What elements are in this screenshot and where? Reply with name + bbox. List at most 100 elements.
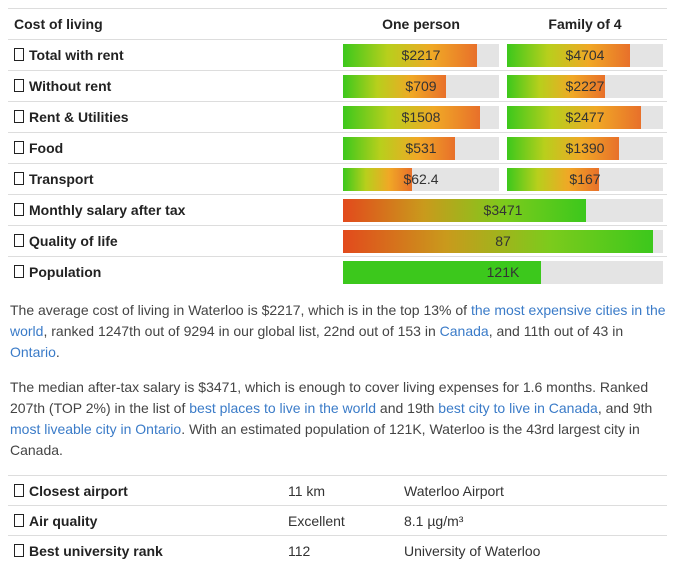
bar-fill bbox=[343, 261, 542, 284]
bar-fill bbox=[507, 44, 631, 67]
bar-value: $2227 bbox=[565, 78, 605, 94]
bar-track: 121K bbox=[343, 261, 663, 284]
icon bbox=[14, 203, 24, 216]
bar-track: $2217 bbox=[343, 44, 499, 67]
text: , ranked 1247th out of 9294 in our globa… bbox=[43, 323, 440, 339]
bar-value: $709 bbox=[405, 78, 437, 94]
bar-fill bbox=[507, 168, 600, 191]
icon bbox=[14, 48, 24, 61]
text: . bbox=[55, 344, 60, 360]
header-col: One person bbox=[382, 16, 460, 32]
cost-row: Without rent $709 $2227 bbox=[8, 70, 667, 102]
bar-value: $1390 bbox=[565, 140, 605, 156]
fact-row: Closest airport 11 km Waterloo Airport bbox=[8, 475, 667, 506]
row-label: Population bbox=[14, 264, 101, 280]
bar-value: $4704 bbox=[565, 47, 605, 63]
bar-fill bbox=[343, 106, 481, 129]
cost-row: Total with rent $2217 $4704 bbox=[8, 39, 667, 71]
row-label: Rent & Utilities bbox=[14, 109, 129, 125]
bar-value: 87 bbox=[495, 233, 511, 249]
row-label-text: Monthly salary after tax bbox=[29, 202, 186, 218]
cost-row: Quality of life 87 bbox=[8, 225, 667, 257]
link[interactable]: Canada bbox=[439, 323, 489, 339]
bar-fill bbox=[343, 230, 654, 253]
row-label: Food bbox=[14, 140, 63, 156]
cost-row: Population 121K bbox=[8, 256, 667, 288]
fact-value: Excellent bbox=[288, 513, 345, 529]
bar-track: $531 bbox=[343, 137, 499, 160]
bar-track: $4704 bbox=[507, 44, 663, 67]
fact-detail: University of Waterloo bbox=[404, 543, 541, 559]
header-col: Family of 4 bbox=[548, 16, 622, 32]
paragraph: The median after-tax salary is $3471, wh… bbox=[10, 377, 672, 461]
cost-row: Monthly salary after tax $3471 bbox=[8, 194, 667, 226]
link[interactable]: Ontario bbox=[10, 344, 56, 360]
row-label-text: Total with rent bbox=[29, 47, 124, 63]
fact-detail: 8.1 µg/m³ bbox=[404, 513, 464, 529]
icon bbox=[14, 234, 24, 247]
text: , and 11th out of 43 in bbox=[488, 323, 624, 339]
fact-label-text: Air quality bbox=[29, 513, 98, 529]
bar-track: $3471 bbox=[343, 199, 663, 222]
row-label: Monthly salary after tax bbox=[14, 202, 185, 218]
fact-value: 11 km bbox=[288, 483, 326, 499]
fact-label: Air quality bbox=[14, 513, 97, 529]
bar-value: $2477 bbox=[565, 109, 605, 125]
icon bbox=[14, 141, 24, 154]
row-label-text: Rent & Utilities bbox=[29, 109, 129, 125]
icon bbox=[14, 110, 24, 123]
cost-row: Rent & Utilities $1508 $2477 bbox=[8, 101, 667, 133]
bar-track: $1508 bbox=[343, 106, 499, 129]
row-label: Quality of life bbox=[14, 233, 118, 249]
paragraph: The average cost of living in Waterloo i… bbox=[10, 300, 672, 363]
fact-label-text: Closest airport bbox=[29, 483, 128, 499]
header-label: Cost of living bbox=[14, 16, 103, 32]
icon bbox=[14, 484, 24, 497]
bar-track: $2477 bbox=[507, 106, 663, 129]
link[interactable]: best city to live in Canada bbox=[438, 400, 598, 416]
bar-value: $167 bbox=[569, 171, 601, 187]
bar-track: $167 bbox=[507, 168, 663, 191]
bar-value: $1508 bbox=[401, 109, 441, 125]
text: . With an estimated population of 121K, … bbox=[10, 421, 640, 458]
row-label-text: Quality of life bbox=[29, 233, 118, 249]
bar-track: $1390 bbox=[507, 137, 663, 160]
link[interactable]: the most expensive cities in the world bbox=[10, 302, 666, 339]
row-label-text: Transport bbox=[29, 171, 94, 187]
row-label-text: Without rent bbox=[29, 78, 112, 94]
text: and 19th bbox=[376, 400, 439, 416]
bar-fill bbox=[343, 75, 446, 98]
row-label: Transport bbox=[14, 171, 94, 187]
cost-row: Food $531 $1390 bbox=[8, 132, 667, 164]
bar-track: $62.4 bbox=[343, 168, 499, 191]
bar-fill bbox=[507, 137, 620, 160]
fact-label: Best university rank bbox=[14, 543, 163, 559]
text: The median after-tax salary is $3471, wh… bbox=[10, 379, 649, 416]
icon bbox=[14, 514, 24, 527]
bar-track: $2227 bbox=[507, 75, 663, 98]
row-label: Without rent bbox=[14, 78, 111, 94]
bar-value: 121K bbox=[486, 264, 520, 280]
fact-detail: Waterloo Airport bbox=[404, 483, 504, 499]
bar-value: $3471 bbox=[483, 202, 523, 218]
link[interactable]: most liveable city in Ontario bbox=[10, 421, 182, 437]
cost-row: Transport $62.4 $167 bbox=[8, 163, 667, 195]
fact-row: Best university rank 112 University of Wat… bbox=[8, 535, 667, 566]
bar-fill bbox=[343, 199, 587, 222]
bar-fill bbox=[507, 106, 642, 129]
bar-fill bbox=[343, 168, 412, 191]
row-label: Total with rent bbox=[14, 47, 124, 63]
row-label-text: Food bbox=[29, 140, 64, 156]
icon bbox=[14, 79, 24, 92]
bar-track: 87 bbox=[343, 230, 663, 253]
bar-value: $531 bbox=[405, 140, 437, 156]
bar-fill bbox=[343, 137, 456, 160]
link[interactable]: best places to live in the world bbox=[189, 400, 377, 416]
bar-track: $709 bbox=[343, 75, 499, 98]
icon bbox=[14, 172, 24, 185]
icon bbox=[14, 544, 24, 557]
row-label-text: Population bbox=[29, 264, 102, 280]
text: The average cost of living in Waterloo i… bbox=[10, 302, 471, 318]
fact-value: 112 bbox=[288, 543, 311, 559]
